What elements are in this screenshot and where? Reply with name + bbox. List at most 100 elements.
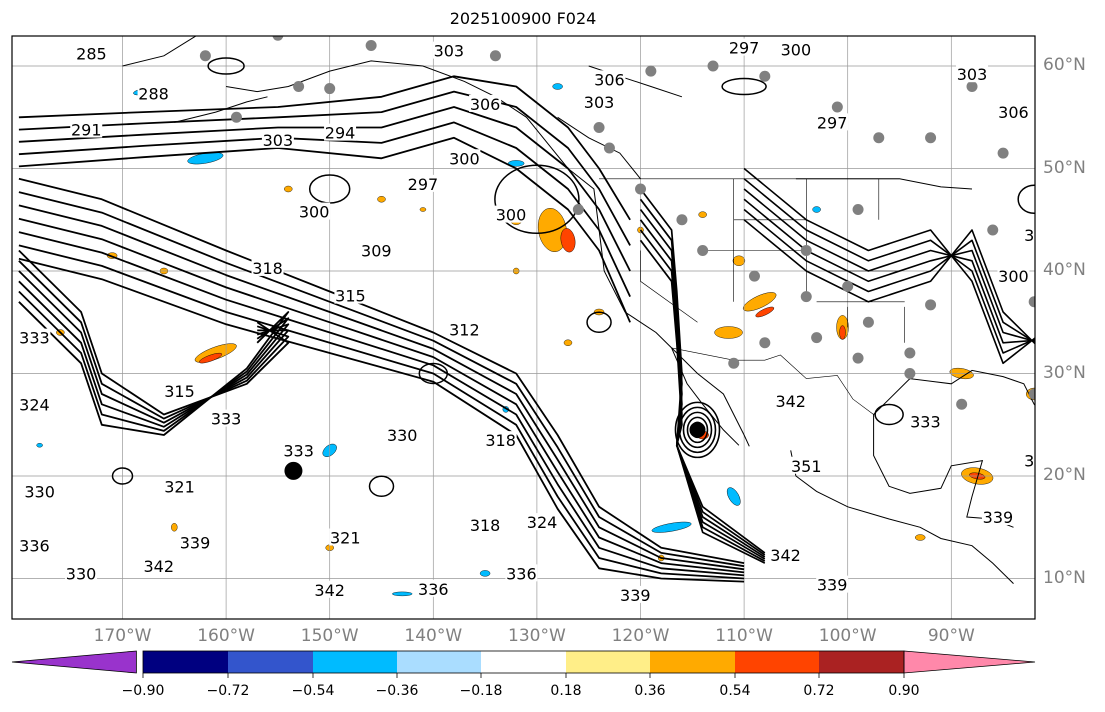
contour-closed [721,77,767,96]
station-dot [1060,430,1071,441]
contour-line [18,191,745,568]
longitude-label: 130°W [508,626,566,646]
contour-closed [586,311,612,333]
contour-label: 342 [770,546,801,565]
contour-label-bg [432,41,465,59]
colorbar-tick-label: −0.72 [206,683,250,699]
contour-label-bg [997,103,1030,121]
longitude-label: 140°W [404,626,463,646]
contour-label-bg [298,202,331,220]
contour-line [743,167,1035,365]
contour-label-bg [23,482,56,500]
contour-label: 309 [1024,226,1055,245]
contour-label: 336 [418,580,449,599]
contour-label-bg [790,456,823,474]
shaded-cell [560,228,576,253]
longitude-label: 150°W [300,626,359,646]
shaded-cell [552,83,563,90]
station-dot [1028,296,1035,308]
contour-label: 306 [594,70,625,89]
shaded-cell [199,352,223,364]
chart-title: 2025100900 F024 [449,9,597,28]
contour-label: 339 [983,508,1014,527]
colorbar-tick-label: 0.72 [803,683,835,699]
contour-label-bg [505,564,538,582]
colorbar-box [566,651,650,673]
contour-label-bg [619,585,652,603]
colorbar-extend-low [11,650,137,674]
coastline [873,414,1014,528]
contour-label: 297 [408,175,439,194]
colorbar [11,650,1036,678]
contour-label: 288 [138,85,169,104]
station-dot [956,398,968,410]
coastline [790,450,1014,584]
contour-label-bg [313,580,346,598]
contour-label: 339 [817,576,848,595]
contour-label-bg [1023,451,1035,469]
contour-label: 336 [19,537,50,556]
shaded-cell [742,292,777,312]
shaded-cell [839,325,846,340]
contour-label: 342 [775,392,806,411]
contour-label: 333 [283,441,314,460]
station-dot [635,183,646,195]
colorbar-extend-high [903,650,1036,674]
shaded-cell [507,160,525,167]
coastline [174,96,268,123]
contour-label: 339 [180,534,211,553]
contour-label-bg [956,65,989,83]
station-dot [904,368,916,379]
station-dot [1039,419,1050,430]
contour-label: 324 [19,395,50,414]
contour-label: 342 [314,581,345,600]
station-dot [707,60,719,72]
contour-label: 318 [470,516,501,535]
contour-label-bg [816,113,849,131]
contour-label-bg [816,575,849,593]
station-dot [842,280,854,292]
contour-closed [368,475,395,497]
contour-label: 324 [527,513,558,532]
contour-label: 321 [164,477,195,496]
contour-label-bg [769,545,802,563]
contour-label: 330 [66,564,97,583]
shaded-cell [714,326,743,339]
contour-label-bg [593,70,626,88]
station-dot [966,81,978,92]
shaded-cell [419,207,427,212]
shaded-cell [479,570,491,577]
contour-label-bg [75,44,108,62]
contour-label-bg [65,564,98,582]
contour-label: 333 [211,410,242,429]
contour-label: 303 [957,65,988,84]
shaded-cell [812,206,821,213]
contour-closed [111,467,134,485]
contour-label-bg [981,508,1014,525]
contour-label-bg [448,149,481,167]
station-dot [603,142,615,154]
contour-label: 291 [71,121,102,140]
contour-label: 321 [330,529,361,548]
contour-line [18,204,745,571]
station-dot [365,40,377,51]
shaded-anomaly-layer [36,79,1035,597]
contour-line [18,280,290,428]
longitude-label: 120°W [611,626,670,646]
contour-label: 339 [620,586,651,605]
contour-label: 330 [387,426,418,445]
station-dot [925,132,937,144]
station-dot [199,50,211,62]
shaded-cell [392,591,413,597]
shaded-cell [726,487,741,506]
colorbar-tick-label: −0.54 [291,683,335,699]
colorbar-box [481,651,566,673]
contour-label: 285 [76,45,107,64]
station-dot [873,132,885,144]
contour-label: 300 [496,206,527,225]
contour-label-bg [210,409,243,427]
contour-label: 294 [325,124,356,143]
contour-line [18,75,631,221]
shaded-cell [377,196,386,203]
contour-label-bg [163,477,196,495]
